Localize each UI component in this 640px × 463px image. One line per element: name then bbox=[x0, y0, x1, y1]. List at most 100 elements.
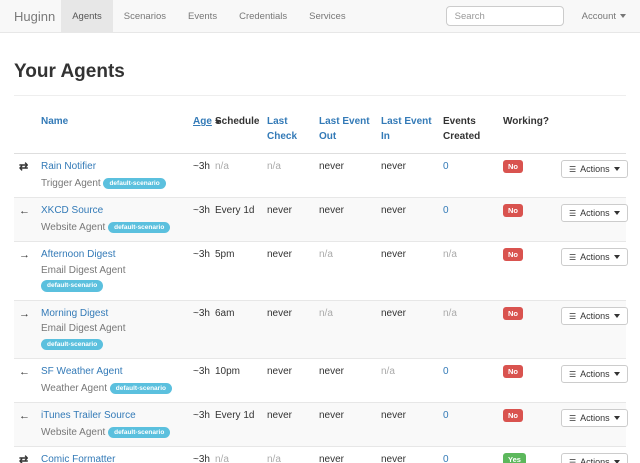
agent-name-link[interactable]: Rain Notifier bbox=[41, 161, 97, 172]
agent-name-link[interactable]: SF Weather Agent bbox=[41, 366, 123, 377]
list-icon bbox=[569, 208, 576, 218]
agent-name-link[interactable]: XKCD Source bbox=[41, 205, 104, 216]
table-row: Rain Notifier Trigger Agent default-scena… bbox=[14, 154, 628, 198]
agent-name-link[interactable]: Morning Digest bbox=[41, 307, 109, 319]
nav-item-services[interactable]: Services bbox=[309, 10, 346, 22]
col-header-icon bbox=[14, 106, 36, 154]
cell-age: ~3h bbox=[193, 205, 210, 216]
scenario-badge[interactable]: default-scenario bbox=[41, 280, 104, 292]
agent-name-link[interactable]: Afternoon Digest bbox=[41, 249, 116, 260]
agent-name-link[interactable]: iTunes Trailer Source bbox=[41, 410, 136, 421]
events-created-link[interactable]: 0 bbox=[443, 366, 449, 377]
main-nav: Agents Scenarios Events Credentials Serv… bbox=[61, 0, 356, 32]
cell-age: ~3h bbox=[193, 161, 210, 172]
cell-last-event-out: n/a bbox=[319, 249, 333, 260]
nav-item-credentials[interactable]: Credentials bbox=[239, 10, 288, 22]
cell-last-event-out: never bbox=[319, 205, 345, 216]
sort-link-age[interactable]: Age bbox=[193, 116, 212, 127]
agent-type-label: Weather Agent bbox=[41, 382, 107, 394]
col-header-events-created: Events Created bbox=[438, 106, 498, 154]
actions-button-label: Actions bbox=[580, 310, 610, 321]
navbar-right: Account bbox=[445, 0, 640, 32]
agents-table: Name Age Schedule Last Check Last Event … bbox=[14, 106, 628, 463]
table-row: Afternoon Digest Email Digest Agent defau… bbox=[14, 241, 628, 301]
table-row: iTunes Trailer Source Website Agent defau… bbox=[14, 402, 628, 447]
col-header-last-check: Last Check bbox=[262, 106, 314, 154]
col-header-last-event-in: Last Event In bbox=[376, 106, 438, 154]
nav-item-agents[interactable]: Agents bbox=[61, 0, 113, 32]
actions-button[interactable]: Actions bbox=[561, 306, 628, 325]
list-icon bbox=[569, 164, 576, 174]
cell-last-check: never bbox=[267, 249, 293, 260]
actions-button-label: Actions bbox=[580, 164, 610, 174]
actions-button[interactable]: Actions bbox=[561, 160, 628, 178]
sort-link-last-check[interactable]: Last Check bbox=[267, 116, 298, 142]
agent-name-link[interactable]: Comic Formatter bbox=[41, 454, 116, 463]
cell-last-check: never bbox=[267, 366, 293, 377]
scenario-badge[interactable]: default-scenario bbox=[103, 177, 166, 190]
actions-button[interactable]: Actions bbox=[561, 248, 628, 266]
arrow-left-icon bbox=[19, 205, 30, 217]
scenario-badge[interactable]: default-scenario bbox=[108, 221, 171, 234]
col-header-last-event-out: Last Event Out bbox=[314, 106, 376, 154]
navbar-brand[interactable]: Huginn bbox=[14, 8, 56, 24]
caret-down-icon bbox=[613, 460, 620, 463]
nav-item-events[interactable]: Events bbox=[188, 10, 218, 22]
actions-button[interactable]: Actions bbox=[561, 453, 628, 463]
search-input[interactable] bbox=[445, 6, 564, 26]
cell-events-created: n/a bbox=[443, 307, 457, 319]
cell-last-event-in: never bbox=[381, 205, 407, 216]
cell-last-event-in: never bbox=[381, 307, 407, 319]
cell-last-check: never bbox=[267, 410, 293, 421]
actions-button-label: Actions bbox=[580, 369, 610, 379]
actions-button-label: Actions bbox=[580, 413, 610, 423]
agent-type-label: Email Digest Agent bbox=[41, 264, 126, 276]
cell-last-event-out: never bbox=[319, 161, 345, 172]
cell-schedule: Every 1d bbox=[215, 410, 255, 421]
cell-last-check: never bbox=[267, 205, 293, 216]
cell-last-check: n/a bbox=[267, 161, 281, 172]
scenario-badge[interactable]: default-scenario bbox=[108, 426, 171, 439]
exchange-icon bbox=[19, 161, 28, 173]
events-created-link[interactable]: 0 bbox=[443, 205, 449, 216]
cell-age: ~3h bbox=[193, 366, 210, 377]
events-created-link[interactable]: 0 bbox=[443, 410, 449, 421]
list-icon bbox=[569, 457, 576, 463]
table-row: XKCD Source Website Agent default-scenari… bbox=[14, 197, 628, 242]
account-menu[interactable]: Account bbox=[582, 11, 626, 22]
actions-button[interactable]: Actions bbox=[561, 204, 628, 222]
scenario-badge[interactable]: default-scenario bbox=[41, 338, 104, 351]
nav-item-scenarios[interactable]: Scenarios bbox=[123, 10, 167, 22]
events-created-link[interactable]: 0 bbox=[443, 161, 449, 172]
cell-schedule: 10pm bbox=[215, 366, 241, 377]
actions-button[interactable]: Actions bbox=[561, 409, 628, 427]
actions-button-label: Actions bbox=[580, 252, 610, 262]
sort-link-name[interactable]: Name bbox=[41, 116, 69, 127]
working-badge: Yes bbox=[503, 453, 526, 463]
working-badge: No bbox=[503, 409, 523, 422]
cell-age: ~3h bbox=[193, 307, 210, 319]
events-created-link[interactable]: 0 bbox=[443, 454, 449, 463]
caret-down-icon bbox=[613, 416, 620, 420]
agent-type-label: Website Agent bbox=[41, 426, 106, 438]
table-header-row: Name Age Schedule Last Check Last Event … bbox=[14, 106, 626, 154]
cell-last-event-out: n/a bbox=[319, 307, 333, 319]
actions-button[interactable]: Actions bbox=[561, 365, 628, 383]
working-badge: No bbox=[503, 365, 523, 378]
scenario-badge[interactable]: default-scenario bbox=[109, 382, 172, 395]
account-label: Account bbox=[581, 10, 616, 22]
table-row: Morning Digest Email Digest Agent default… bbox=[14, 300, 628, 359]
sort-link-last-event-out[interactable]: Last Event Out bbox=[319, 116, 370, 142]
table-row: SF Weather Agent Weather Agent default-sc… bbox=[14, 358, 628, 403]
caret-down-icon bbox=[613, 211, 620, 215]
working-badge: No bbox=[503, 248, 523, 261]
cell-age: ~3h bbox=[193, 249, 210, 260]
sort-link-last-event-in[interactable]: Last Event In bbox=[381, 116, 432, 142]
actions-button-label: Actions bbox=[580, 208, 610, 218]
col-header-schedule: Schedule bbox=[210, 106, 262, 154]
col-header-actions bbox=[556, 106, 626, 154]
caret-down-icon bbox=[613, 167, 620, 171]
cell-age: ~3h bbox=[193, 410, 210, 421]
cell-last-check: never bbox=[267, 307, 293, 319]
working-badge: No bbox=[503, 204, 523, 217]
